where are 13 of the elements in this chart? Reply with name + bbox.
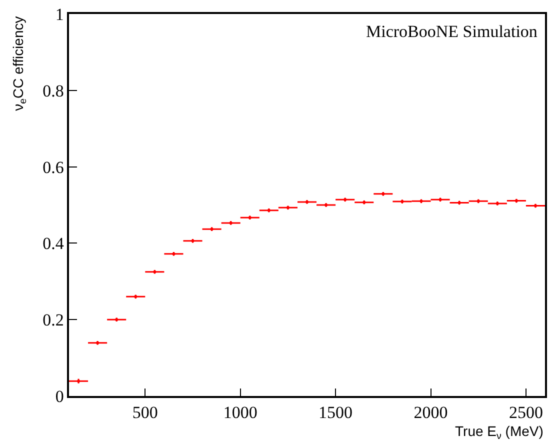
y-tick-label: 0.4: [42, 234, 64, 254]
x-tick-label: 1000: [223, 403, 258, 422]
y-tick-label: 0: [55, 386, 64, 406]
annotation: MicroBooNE Simulation: [366, 22, 538, 41]
y-tick-label: 0.6: [42, 158, 64, 177]
y-tick-label: 0.2: [42, 310, 64, 330]
x-axis-title: True E$_{ν}$ (MeV): [455, 423, 544, 441]
x-tick-label: 2500: [508, 403, 543, 422]
x-tick-label: 2000: [414, 403, 448, 422]
y-tick-label: 0.8: [42, 81, 64, 100]
y-tick-label: 1: [55, 4, 64, 24]
x-tick-label: 500: [132, 403, 158, 422]
x-tick-label: 1500: [318, 403, 353, 422]
